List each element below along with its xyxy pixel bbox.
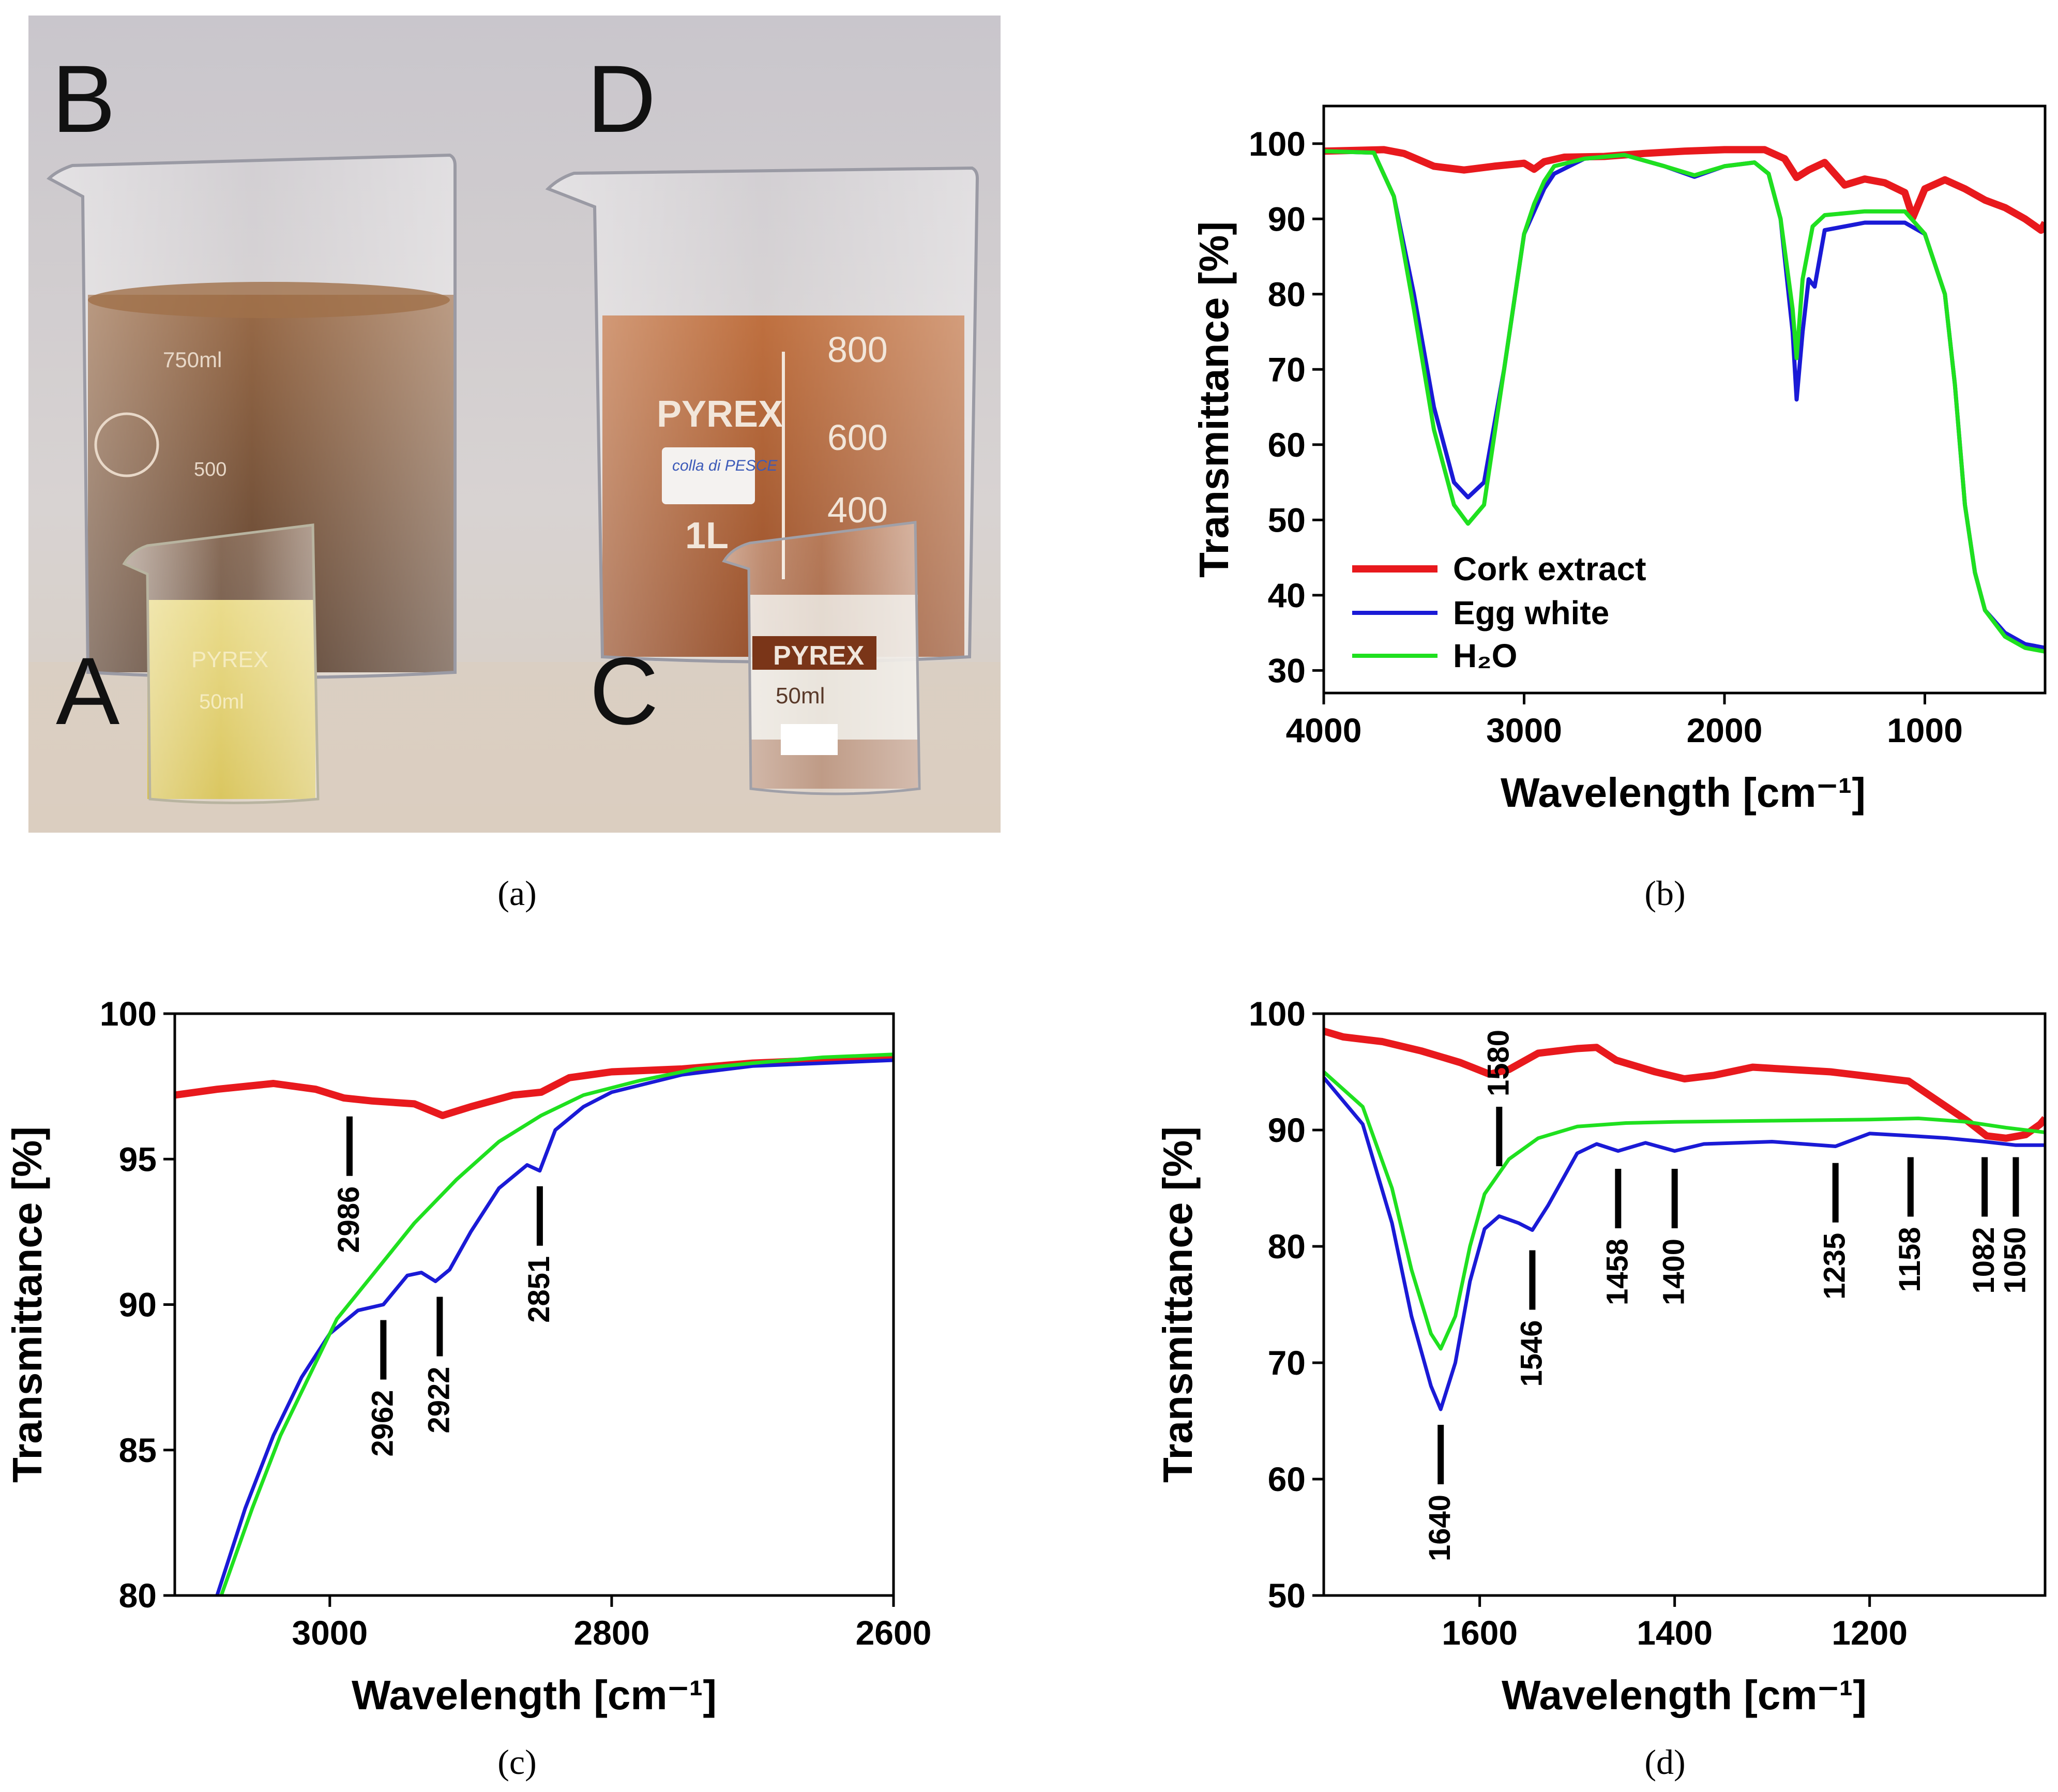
label-a: A — [56, 638, 120, 745]
y-tick-label: 60 — [1268, 1460, 1306, 1498]
chart-d-ylabel: Transmittance [%] — [1155, 1126, 1201, 1483]
beaker-a-50ml: 50ml — [199, 690, 244, 713]
beaker-c-50ml: 50ml — [776, 683, 825, 709]
caption-c: (c) — [497, 1742, 536, 1782]
y-tick-label: 90 — [1268, 1111, 1306, 1149]
beaker-a-glass — [122, 523, 320, 804]
y-tick-label: 60 — [1268, 426, 1306, 464]
chart-c-series-egg — [215, 1058, 894, 1595]
x-tick-label: 3000 — [1486, 711, 1562, 749]
beaker-d-handwriting: colla di PESCE — [672, 457, 778, 474]
y-tick-label: 50 — [1268, 1576, 1306, 1615]
y-tick-label: 80 — [1268, 1227, 1306, 1266]
chart-d-series-egg — [1324, 1076, 2045, 1411]
annotation-label: 1082 — [1967, 1227, 2001, 1294]
chart-d: 1600 1400 1200 50 60 70 80 90 100 1580 1640 1546 14… — [1155, 995, 2047, 1718]
chart-c: 3000 2800 2600 80 85 90 95 100 2986 2962 2922 2851… — [4, 995, 931, 1718]
legend-label-h2o: H₂O — [1453, 637, 1517, 674]
beaker-c: PYREX 50ml — [722, 521, 921, 795]
y-tick-label: 80 — [119, 1576, 157, 1615]
x-tick-label: 1600 — [1442, 1614, 1518, 1652]
beaker-b-print-750: 750ml — [163, 348, 222, 372]
legend-label-cork: Cork extract — [1453, 550, 1646, 588]
x-tick-label: 4000 — [1286, 711, 1362, 749]
y-tick-label: 100 — [1249, 125, 1306, 163]
y-tick-label: 30 — [1268, 651, 1306, 689]
label-c: C — [589, 638, 659, 745]
y-tick-label: 40 — [1268, 576, 1306, 614]
annotation-label: 1400 — [1657, 1239, 1691, 1305]
x-tick-label: 2800 — [573, 1614, 649, 1652]
y-tick-label: 100 — [1249, 995, 1306, 1033]
legend-label-egg: Egg white — [1453, 594, 1609, 631]
chart-b-ylabel: Transmittance [%] — [1191, 221, 1237, 578]
y-tick-label: 95 — [119, 1140, 157, 1178]
y-tick-label: 80 — [1268, 275, 1306, 313]
beaker-c-pyrex: PYREX — [773, 641, 865, 671]
beaker-b-foam — [88, 282, 450, 318]
y-tick-label: 70 — [1268, 350, 1306, 388]
label-b: B — [52, 46, 115, 153]
annotation-label: 2962 — [366, 1390, 399, 1457]
x-tick-label: 2600 — [856, 1614, 932, 1652]
caption-d: (d) — [1644, 1742, 1685, 1782]
annotation-label: 1640 — [1423, 1495, 1457, 1561]
y-tick-label: 70 — [1268, 1344, 1306, 1382]
annotation-label: 1235 — [1818, 1233, 1852, 1300]
y-tick-label: 50 — [1268, 501, 1306, 539]
beaker-d-print-600: 600 — [827, 417, 888, 458]
label-d: D — [587, 46, 656, 153]
chart-c-series-h2o — [219, 1052, 894, 1595]
annotation-label: 1158 — [1893, 1227, 1927, 1292]
x-tick-label: 1000 — [1887, 711, 1963, 749]
annotation-label: 1580 — [1481, 1030, 1515, 1096]
chart-b-series-egg — [1324, 149, 2045, 650]
annotation-label: 2851 — [522, 1256, 556, 1323]
x-tick-label: 2000 — [1687, 711, 1763, 749]
y-tick-label: 90 — [119, 1286, 157, 1324]
chart-d-series-cork — [1324, 1028, 2045, 1142]
chart-b-frame — [1322, 104, 2047, 695]
photo-panel: 750ml 500 PYREX 800 600 400 colla di PES… — [28, 16, 1001, 833]
beaker-c-sticker — [781, 724, 838, 755]
chart-b-legend: Cork extract Egg white H₂O — [1352, 550, 1646, 674]
beaker-d-sticker — [662, 447, 755, 504]
annotation-label: 2922 — [422, 1367, 456, 1434]
caption-a: (a) — [497, 874, 536, 913]
chart-c-ylabel: Transmittance [%] — [4, 1126, 50, 1483]
x-tick-label: 1200 — [1832, 1614, 1908, 1652]
beaker-d-print-1l: 1L — [685, 515, 729, 556]
chart-c-xlabel: Wavelength [cm⁻¹] — [352, 1672, 717, 1718]
chart-b: 4000 3000 2000 1000 30 40 50 60 70 80 90 100 Transm… — [1191, 104, 2047, 816]
chart-d-series-h2o — [1324, 1070, 2045, 1351]
y-tick-label: 100 — [100, 995, 157, 1033]
beaker-d-print-800: 800 — [827, 329, 888, 370]
beaker-a: PYREX 50ml — [122, 523, 320, 804]
beaker-b-logo — [94, 412, 159, 477]
annotation-label: 1050 — [1998, 1227, 2032, 1294]
y-tick-label: 90 — [1268, 200, 1306, 238]
chart-b-series-h2o — [1324, 149, 2045, 654]
x-tick-label: 1400 — [1637, 1614, 1713, 1652]
annotation-label: 1458 — [1600, 1239, 1634, 1305]
beaker-c-label-band — [752, 636, 876, 670]
annotation-label: 2986 — [332, 1186, 366, 1253]
chart-d-frame — [1322, 1012, 2047, 1597]
caption-b: (b) — [1644, 874, 1685, 913]
beaker-d-pyrex: PYREX — [657, 394, 783, 435]
chart-d-xlabel: Wavelength [cm⁻¹] — [1502, 1672, 1867, 1718]
beaker-b-print-500: 500 — [194, 459, 226, 480]
chart-b-series-cork — [1324, 146, 2045, 234]
y-tick-label: 85 — [119, 1431, 157, 1469]
x-tick-label: 3000 — [292, 1614, 368, 1652]
annotation-label: 1546 — [1515, 1320, 1548, 1387]
beaker-d-print-400: 400 — [827, 490, 888, 530]
beaker-a-pyrex: PYREX — [191, 647, 268, 672]
chart-b-xlabel: Wavelength [cm⁻¹] — [1501, 770, 1866, 816]
